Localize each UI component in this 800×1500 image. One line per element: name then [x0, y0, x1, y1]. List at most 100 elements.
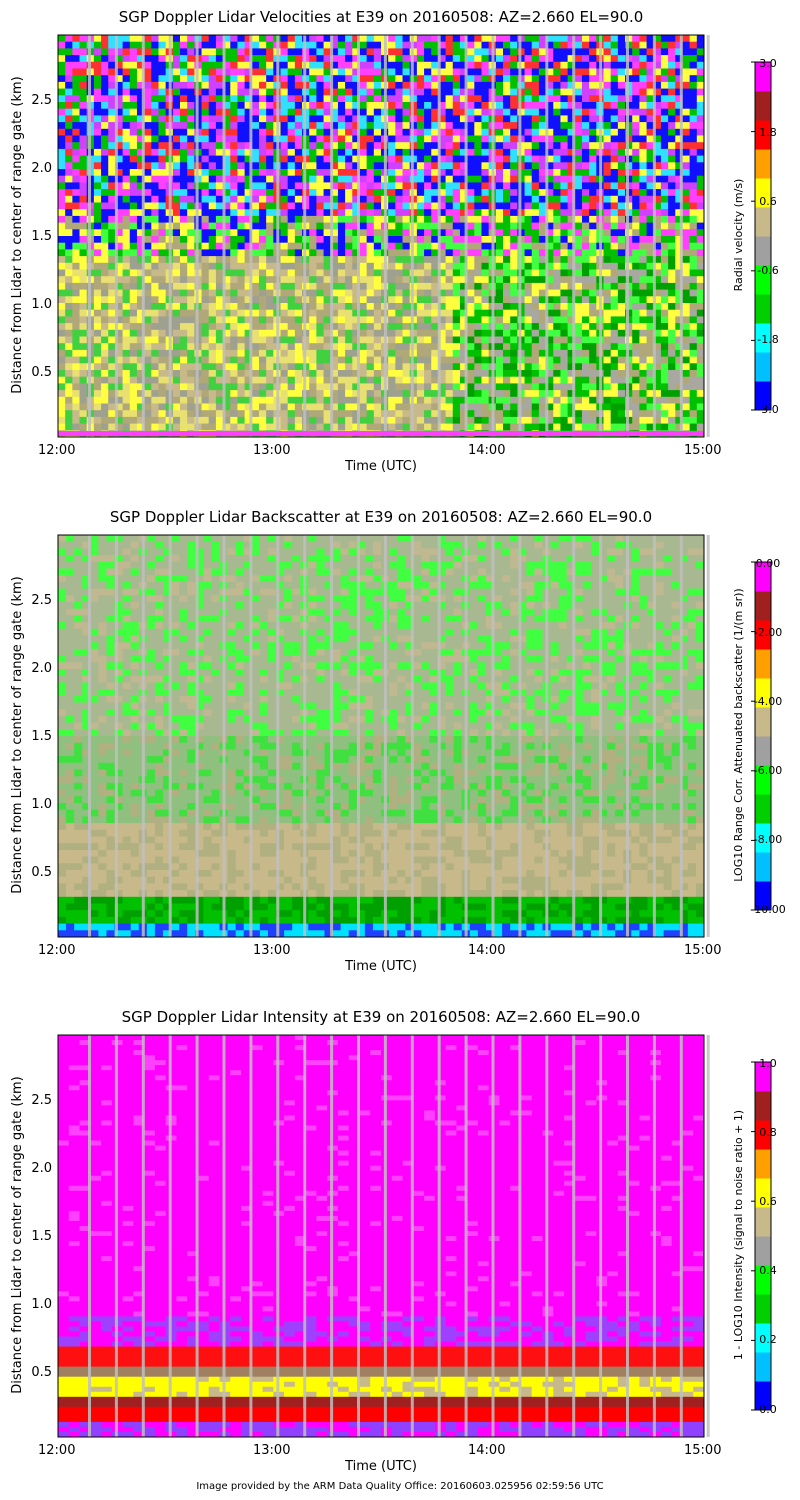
- heatmap-cell: [373, 209, 382, 217]
- heatmap-cell: [474, 68, 482, 76]
- heatmap-cell: [115, 423, 123, 431]
- heatmap-cell: [65, 403, 73, 411]
- heatmap-cell: [581, 242, 590, 250]
- heatmap-cell: [452, 48, 461, 56]
- heatmap-cell: [158, 128, 167, 136]
- heatmap-cell: [531, 363, 540, 371]
- heatmap-cell: [352, 108, 360, 116]
- heatmap-cell: [603, 222, 612, 230]
- heatmap-cell: [452, 215, 461, 223]
- heatmap-cell: [187, 75, 195, 83]
- heatmap-cell: [251, 262, 260, 270]
- heatmap-cell: [65, 41, 73, 49]
- heatmap-cell: [287, 262, 296, 270]
- heatmap-cell: [632, 329, 640, 337]
- heatmap-cell: [244, 189, 253, 197]
- heatmap-cell: [632, 390, 640, 398]
- heatmap-cell: [617, 135, 626, 143]
- heatmap-cell: [65, 289, 73, 297]
- heatmap-cell: [531, 35, 540, 43]
- heatmap-cell: [366, 215, 375, 223]
- heatmap-cell: [79, 390, 88, 398]
- heatmap-cell: [524, 162, 533, 170]
- heatmap-cell: [258, 282, 267, 290]
- heatmap-cell: [330, 416, 339, 424]
- heatmap-cell: [639, 155, 647, 163]
- heatmap-cell: [266, 142, 274, 150]
- heatmap-cell: [266, 269, 274, 277]
- heatmap-cell: [581, 122, 590, 130]
- heatmap-cell: [373, 356, 382, 364]
- heatmap-cell: [416, 61, 425, 69]
- heatmap-cell: [538, 316, 547, 324]
- heatmap-cell: [524, 316, 533, 324]
- heatmap-cell: [180, 390, 188, 398]
- heatmap-cell: [459, 229, 468, 237]
- heatmap-cell: [653, 115, 662, 123]
- heatmap-cell: [424, 182, 432, 190]
- heatmap-cell: [603, 276, 612, 284]
- heatmap-cell: [151, 316, 159, 324]
- heatmap-cell: [65, 336, 73, 344]
- heatmap-cell: [129, 88, 138, 96]
- heatmap-cell: [553, 396, 561, 404]
- heatmap-cell: [151, 155, 159, 163]
- heatmap-cell: [431, 75, 439, 83]
- heatmap-cell: [101, 169, 109, 177]
- heatmap-cell: [122, 148, 131, 156]
- heatmap-cell: [402, 95, 411, 103]
- heatmap-cell: [574, 276, 583, 284]
- heatmap-cell: [553, 162, 561, 170]
- heatmap-cell: [617, 202, 626, 210]
- heatmap-cell: [108, 195, 116, 203]
- heatmap-cell: [459, 376, 468, 384]
- heatmap-cell: [93, 55, 102, 63]
- heatmap-cell: [474, 309, 482, 317]
- heatmap-cell: [510, 269, 518, 277]
- heatmap-cell: [323, 410, 332, 418]
- heatmap-cell: [359, 309, 368, 317]
- heatmap-cell: [531, 169, 540, 177]
- heatmap-cell: [129, 95, 138, 103]
- heatmap-cell: [72, 363, 80, 371]
- heatmap-cell: [144, 115, 152, 123]
- heatmap-cell: [345, 289, 353, 297]
- heatmap-cell: [402, 35, 411, 43]
- heatmap-cell: [316, 249, 324, 257]
- heatmap-cell: [546, 169, 554, 177]
- heatmap-cell: [187, 148, 195, 156]
- heatmap-cell: [553, 55, 561, 63]
- heatmap-cell: [237, 410, 246, 418]
- heatmap-cell: [294, 296, 303, 304]
- heatmap-cell: [438, 390, 446, 398]
- heatmap-cell: [136, 349, 145, 357]
- heatmap-cell: [337, 410, 346, 418]
- heatmap-cell: [251, 68, 260, 76]
- heatmap-cell: [589, 329, 597, 337]
- heatmap-cell: [172, 128, 181, 136]
- heatmap-cell: [646, 242, 655, 250]
- heatmap-cell: [65, 410, 73, 418]
- heatmap-cell: [560, 182, 569, 190]
- heatmap-cell: [158, 48, 167, 56]
- heatmap-cell: [388, 316, 396, 324]
- heatmap-cell: [108, 336, 116, 344]
- heatmap-cell: [431, 376, 439, 384]
- heatmap-cell: [230, 236, 238, 244]
- heatmap-cell: [617, 41, 626, 49]
- heatmap-cell: [237, 363, 246, 371]
- heatmap-cell: [524, 95, 533, 103]
- heatmap-cell: [359, 242, 368, 250]
- heatmap-cell: [237, 343, 246, 351]
- heatmap-cell: [244, 242, 253, 250]
- heatmap-cell: [208, 122, 217, 130]
- heatmap-cell: [632, 403, 640, 411]
- heatmap-cell: [309, 309, 317, 317]
- heatmap-cell: [538, 363, 547, 371]
- heatmap-cell: [280, 175, 289, 183]
- heatmap-cell: [58, 222, 66, 230]
- heatmap-cell: [560, 376, 569, 384]
- heatmap-cell: [402, 242, 411, 250]
- heatmap-cell: [230, 55, 238, 63]
- heatmap-cell: [93, 349, 102, 357]
